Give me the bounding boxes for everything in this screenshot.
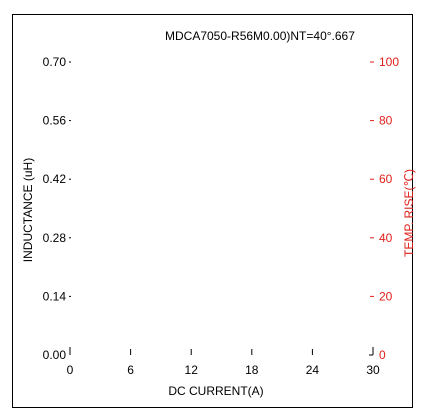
- x-tick-label: 0: [67, 363, 74, 377]
- y-right-tick-label: 60: [379, 172, 393, 186]
- y-left-tick-label: 0.14: [43, 289, 67, 303]
- x-tick-label: 30: [366, 363, 380, 377]
- y-left-tick-label: 0.28: [43, 231, 67, 245]
- y-right-tick-label: 100: [379, 55, 399, 69]
- chart-title: MDCA7050-R56M0.00)NT=40°.667: [165, 29, 355, 43]
- y-left-tick-label: 0.00: [43, 348, 67, 362]
- y-left-tick-label: 0.70: [43, 55, 67, 69]
- x-tick-label: 18: [245, 363, 259, 377]
- x-tick-label: 6: [127, 363, 134, 377]
- y-right-tick-label: 40: [379, 231, 393, 245]
- x-axis-ticks: 0 6 12 18 24 30: [67, 349, 380, 377]
- y-axis-left-ticks: 0.00 0.14 0.28 0.42 0.56 0.70: [43, 55, 71, 362]
- chart-frame: [12, 14, 413, 408]
- x-tick-label: 12: [185, 363, 199, 377]
- y-right-tick-label: 80: [379, 114, 393, 128]
- y-left-tick-label: 0.56: [43, 114, 67, 128]
- y-axis-right-label: TEMP. RISE(℃): [402, 169, 416, 257]
- y-right-tick-label: 20: [379, 289, 393, 303]
- x-tick-label: 24: [306, 363, 320, 377]
- x-axis-label: DC CURRENT(A): [168, 384, 263, 398]
- y-left-tick-label: 0.42: [43, 172, 67, 186]
- y-axis-left-label: INDUCTANCE (uH): [21, 158, 35, 262]
- y-axis-right-ticks: 0 20 40 60 80 100: [369, 55, 399, 362]
- y-right-tick-label: 0: [379, 348, 386, 362]
